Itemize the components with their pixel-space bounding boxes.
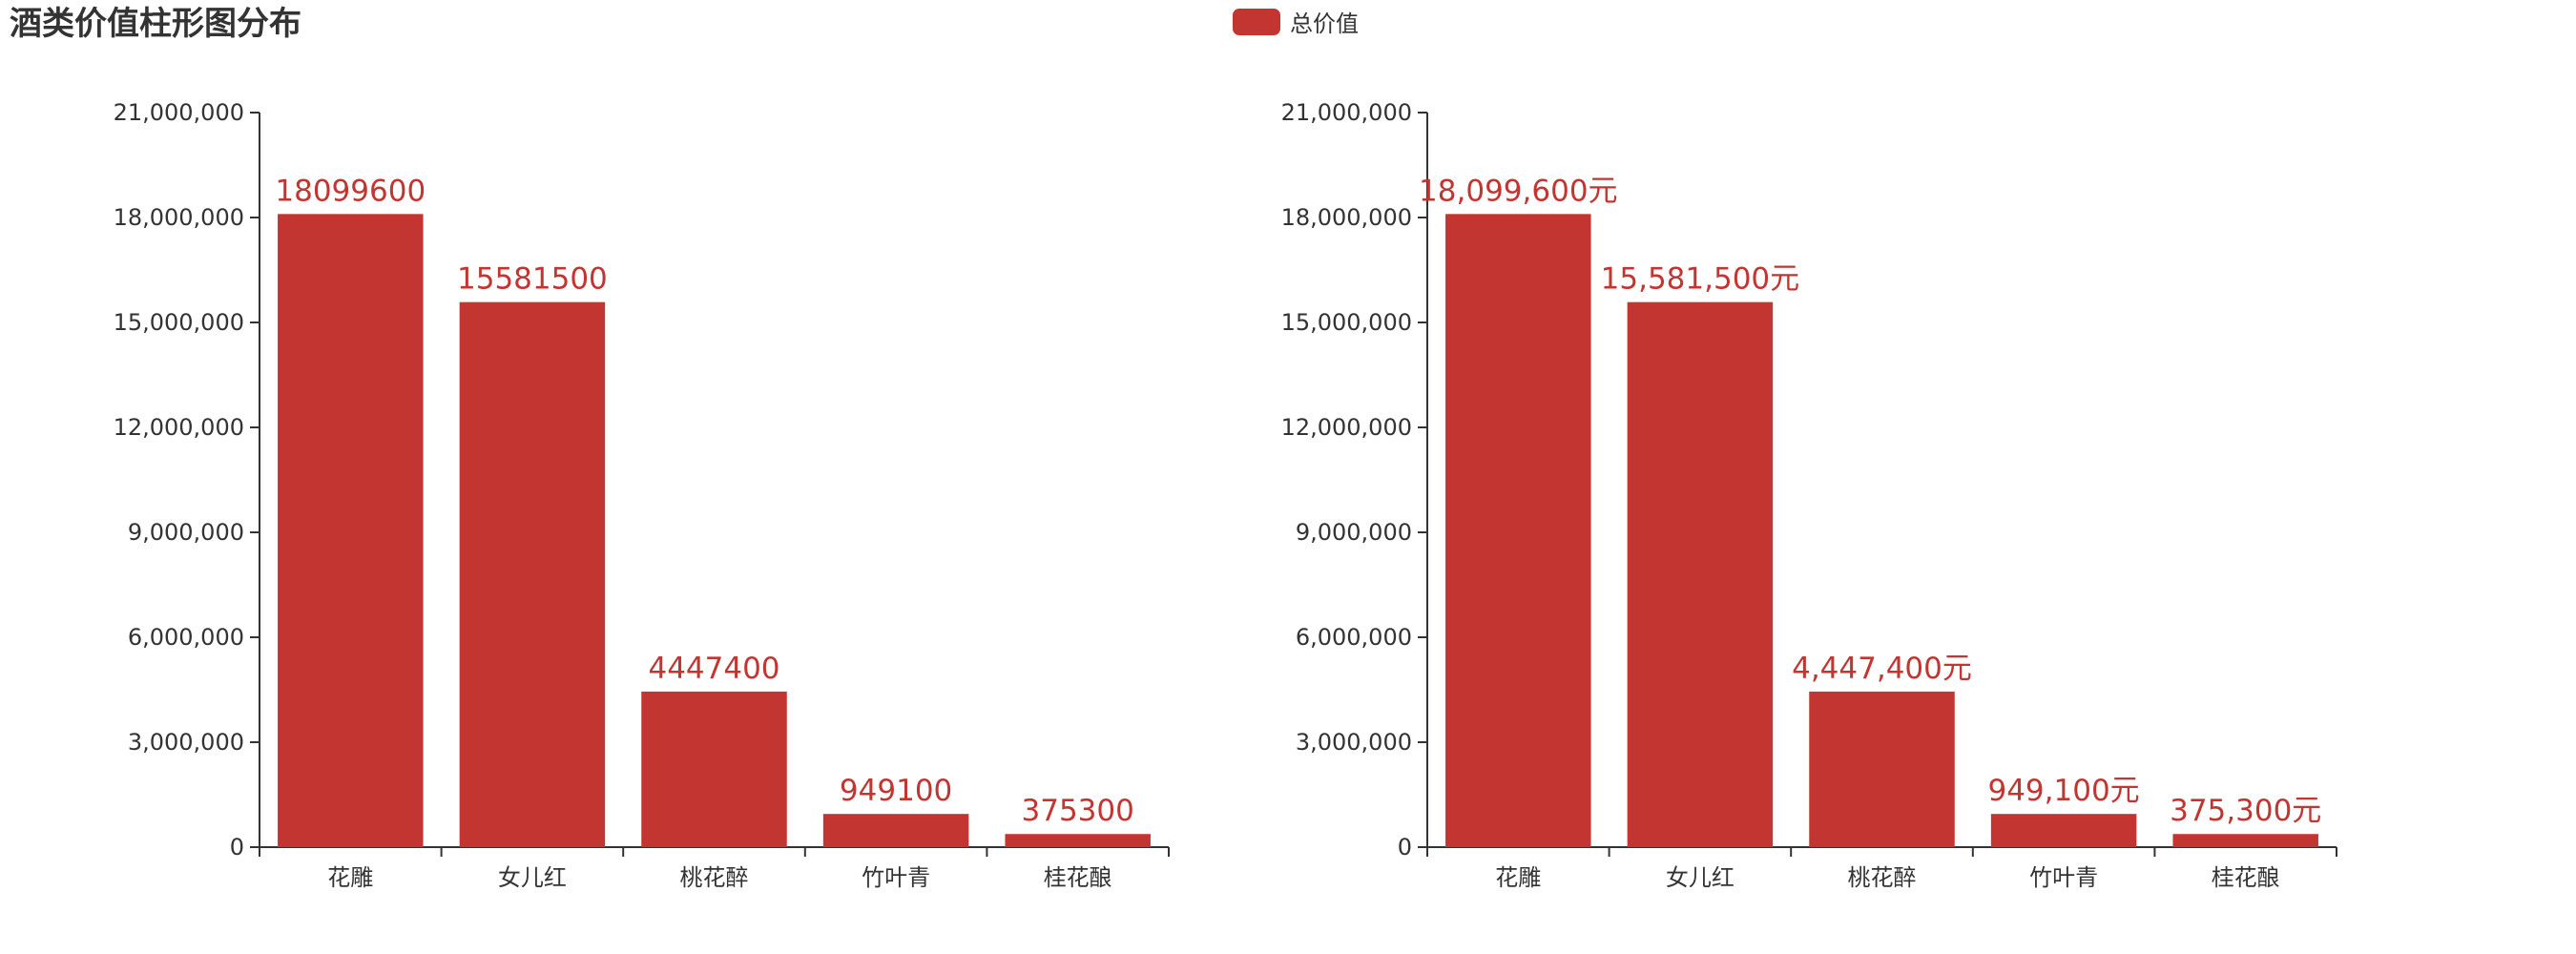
bar[interactable] [1627, 301, 1774, 847]
bar[interactable] [1809, 691, 1955, 847]
legend[interactable]: 总价值 [1233, 9, 1359, 37]
legend-swatch[interactable] [1233, 9, 1280, 35]
legend-label[interactable]: 总价值 [1290, 10, 1359, 37]
x-tick-label: 竹叶青 [2029, 864, 2098, 891]
data-label: 18,099,600元 [1419, 174, 1618, 208]
bar[interactable] [459, 301, 606, 847]
y-tick-label: 9,000,000 [1296, 519, 1412, 546]
y-tick-label: 21,000,000 [1281, 99, 1412, 126]
y-tick-label: 6,000,000 [128, 624, 244, 651]
bar[interactable] [2172, 834, 2318, 847]
y-tick-label: 12,000,000 [1281, 414, 1412, 441]
chart-title: 酒类价值柱形图分布 [10, 5, 301, 43]
y-tick-label: 12,000,000 [114, 414, 244, 441]
data-label: 4,447,400元 [1792, 652, 1972, 686]
data-label: 375,300元 [2170, 794, 2321, 828]
data-label: 949,100元 [1987, 774, 2139, 808]
y-tick-label: 3,000,000 [128, 729, 244, 756]
x-tick-label: 花雕 [1495, 864, 1541, 891]
x-tick-label: 桃花醉 [1848, 864, 1917, 891]
data-label: 15,581,500元 [1601, 262, 1800, 297]
bar[interactable] [278, 214, 424, 847]
x-tick-label: 花雕 [327, 864, 373, 891]
y-tick-label: 15,000,000 [114, 309, 244, 336]
y-tick-label: 9,000,000 [128, 519, 244, 546]
x-tick-label: 桂花酿 [2212, 864, 2280, 891]
bar[interactable] [1005, 834, 1151, 847]
y-tick-label: 6,000,000 [1296, 624, 1412, 651]
x-tick-label: 竹叶青 [862, 864, 930, 891]
bar[interactable] [1990, 814, 2137, 847]
y-tick-label: 0 [1398, 834, 1412, 861]
x-tick-label: 桃花醉 [680, 864, 749, 891]
x-tick-label: 女儿红 [1666, 864, 1735, 891]
y-tick-label: 15,000,000 [1281, 309, 1412, 336]
y-tick-label: 0 [230, 834, 244, 861]
bar-chart-right: 0 3,000,000 6,000,000 9,000,000 12,000,000 15… [1281, 99, 2337, 891]
bar[interactable] [1445, 214, 1591, 847]
bar-chart-left: 0 3,000,000 6,000,000 9,000,000 12,000,000 15… [114, 99, 1170, 891]
y-tick-label: 18,000,000 [114, 204, 244, 231]
data-label: 18099600 [275, 174, 426, 208]
data-label: 949100 [840, 774, 952, 808]
data-label: 4447400 [648, 652, 779, 686]
y-tick-label: 21,000,000 [114, 99, 244, 126]
x-tick-label: 女儿红 [498, 864, 567, 891]
y-tick-label: 3,000,000 [1296, 729, 1412, 756]
data-label: 15581500 [457, 262, 608, 297]
bar[interactable] [641, 691, 787, 847]
bar[interactable] [822, 814, 969, 847]
data-label: 375300 [1022, 794, 1134, 828]
x-tick-label: 桂花酿 [1044, 864, 1112, 891]
y-tick-label: 18,000,000 [1281, 204, 1412, 231]
